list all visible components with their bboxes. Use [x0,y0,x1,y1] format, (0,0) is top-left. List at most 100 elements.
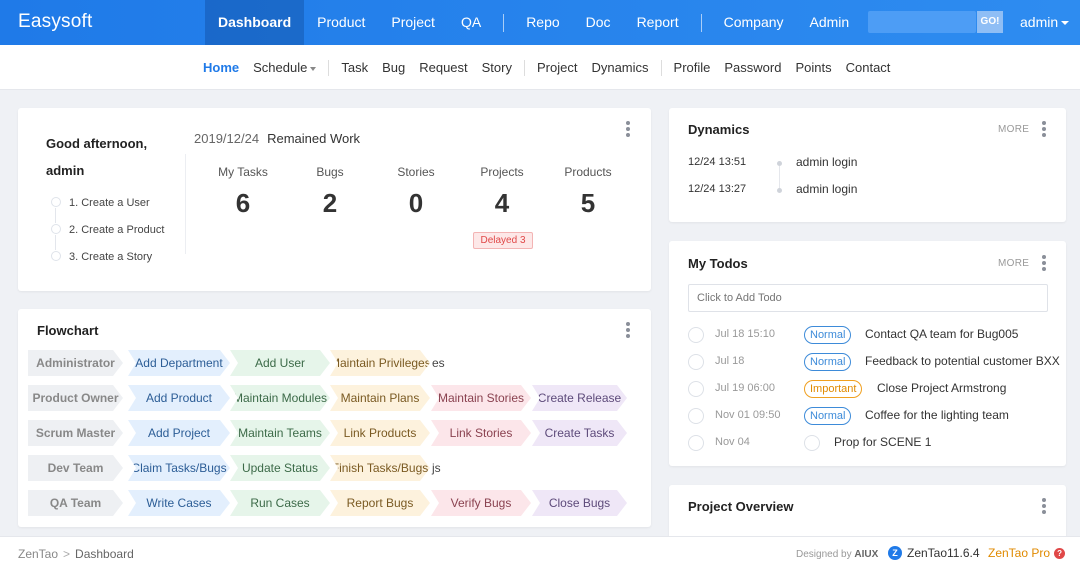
flowchart-step-claim-tasks-bugs[interactable]: Claim Tasks/Bugs [128,455,230,481]
delayed-badge[interactable]: Delayed 3 [473,232,533,249]
flowchart-step-run-cases[interactable]: Run Cases [230,490,330,516]
stat-value: 2 [322,188,338,218]
step-dot-icon [51,197,61,207]
main-nav: Dashboard Product Project QA Repo Doc Report Co… [205,0,862,45]
flowchart-step-maintain-stories[interactable]: Maintain Stories [431,385,531,411]
breadcrumb: ZenTao > Dashboard [18,547,134,561]
dynamics-time: 12/24 13:27 [688,183,747,195]
nav-product[interactable]: Product [317,14,366,30]
stat-projects[interactable]: Projects 4 [462,165,542,219]
subnav-home[interactable]: Home [203,60,240,75]
subnav-password[interactable]: Password [724,60,782,75]
flowchart-step-link-products[interactable]: Link Products [330,420,430,446]
search-input[interactable] [868,11,976,33]
flowchart-role: QA Team [28,490,123,516]
kebab-menu-icon[interactable] [626,322,630,340]
subnav-request[interactable]: Request [419,60,468,75]
nav-repo[interactable]: Repo [526,14,560,30]
todo-checkbox[interactable] [688,408,704,424]
todo-item: Jul 18 Normal Feedback to potential custom… [688,352,1068,372]
search-go-button[interactable]: GO! [977,11,1003,33]
getting-started-step[interactable]: 1. Create a User [51,196,164,223]
dynamics-more-link[interactable]: MORE [998,124,1030,135]
nav-admin[interactable]: Admin [809,14,850,30]
subnav-separator [328,59,330,76]
kebab-menu-icon[interactable] [1042,498,1046,516]
todo-priority-badge: Important [804,380,863,398]
nav-project[interactable]: Project [391,14,435,30]
user-menu[interactable]: admin [1020,14,1070,30]
todo-checkbox[interactable] [688,381,704,397]
todo-text[interactable]: Feedback to potential customer BXX [865,354,1060,368]
todo-text[interactable]: Close Project Armstrong [877,381,1007,395]
todo-text[interactable]: Prop for SCENE 1 [834,435,932,449]
nav-qa[interactable]: QA [460,14,482,30]
designed-by-name[interactable]: AIUX [854,549,879,560]
subnav-task[interactable]: Task [341,60,369,75]
stat-products[interactable]: Products 5 [548,165,628,219]
flowchart-step-maintain-teams[interactable]: Maintain Teams [230,420,330,446]
add-todo-input[interactable] [688,284,1048,312]
todo-checkbox[interactable] [688,435,704,451]
todo-checkbox[interactable] [688,354,704,370]
todo-date: Nov 01 09:50 [715,409,781,421]
kebab-menu-icon[interactable] [1042,121,1046,139]
step-label: 1. Create a User [69,197,150,209]
flowchart-step-maintain-modules[interactable]: Maintain Modules [230,385,330,411]
zentao-pro-link[interactable]: ZenTao Pro? [988,546,1066,560]
stat-my-tasks[interactable]: My Tasks 6 [203,165,283,219]
todo-date: Nov 04 [715,436,750,448]
flowchart-step-verify-bugs[interactable]: Verify Bugs [431,490,531,516]
stat-value: 6 [235,188,251,218]
todo-status-circle [804,435,820,451]
search-box[interactable] [868,11,976,33]
flowchart-step-maintain-privileges[interactable]: Maintain Privileges [330,350,430,376]
subnav-story[interactable]: Story [481,60,512,75]
flowchart-step-create-release[interactable]: Create Release [532,385,627,411]
nav-company[interactable]: Company [723,14,784,30]
todo-date: Jul 19 06:00 [715,382,775,394]
version-info: Z ZenTao11.6.4 [888,546,980,560]
stat-bugs[interactable]: Bugs 2 [290,165,370,219]
subnav-contact[interactable]: Contact [845,60,891,75]
flowchart-step-add-department[interactable]: Add Department [128,350,230,376]
nav-doc[interactable]: Doc [585,14,611,30]
flowchart-step-add-product[interactable]: Add Product [128,385,230,411]
flowchart-step-create-tasks[interactable]: Create Tasks [532,420,627,446]
breadcrumb-root[interactable]: ZenTao [18,547,59,561]
getting-started-step[interactable]: 2. Create a Product [51,223,164,250]
todo-text[interactable]: Coffee for the lighting team [865,408,1009,422]
flowchart-step-close-bugs[interactable]: Close Bugs [532,490,627,516]
todo-date: Jul 18 [715,355,745,367]
flowchart-step-write-cases[interactable]: Write Cases [128,490,230,516]
flowchart-step-update-status[interactable]: Update Status [230,455,330,481]
flowchart-step-add-user[interactable]: Add User [230,350,330,376]
subnav-profile[interactable]: Profile [673,60,711,75]
subnav-project[interactable]: Project [536,60,578,75]
flowchart-overflow-text: es [432,356,445,370]
dynamics-item[interactable]: admin login [796,182,858,196]
getting-started-step[interactable]: 3. Create a Story [51,250,164,277]
todos-more-link[interactable]: MORE [998,258,1030,269]
flowchart-step-link-stories[interactable]: Link Stories [431,420,531,446]
dynamics-item[interactable]: admin login [796,155,858,169]
todo-text[interactable]: Contact QA team for Bug005 [865,327,1019,341]
todo-item: Nov 01 09:50 Normal Coffee for the lightin… [688,406,1068,426]
todo-checkbox[interactable] [688,327,704,343]
flowchart-step-add-project[interactable]: Add Project [128,420,230,446]
nav-dashboard[interactable]: Dashboard [205,0,305,45]
flowchart-step-finish-tasks-bugs[interactable]: Finish Tasks/Bugs [330,455,430,481]
stat-stories[interactable]: Stories 0 [376,165,456,219]
kebab-menu-icon[interactable] [1042,255,1046,273]
brand-logo[interactable]: Easysoft [18,11,93,32]
subnav-schedule[interactable]: Schedule [246,60,323,75]
subnav-dynamics[interactable]: Dynamics [591,60,649,75]
designed-by-prefix: Designed by [796,549,852,560]
subnav-points[interactable]: Points [795,60,832,75]
remained-work-label: Remained Work [267,131,361,146]
subnav-bug[interactable]: Bug [382,60,406,75]
flowchart-step-maintain-plans[interactable]: Maintain Plans [330,385,430,411]
flowchart-step-report-bugs[interactable]: Report Bugs [330,490,430,516]
kebab-menu-icon[interactable] [626,121,630,139]
nav-report[interactable]: Report [636,14,679,30]
